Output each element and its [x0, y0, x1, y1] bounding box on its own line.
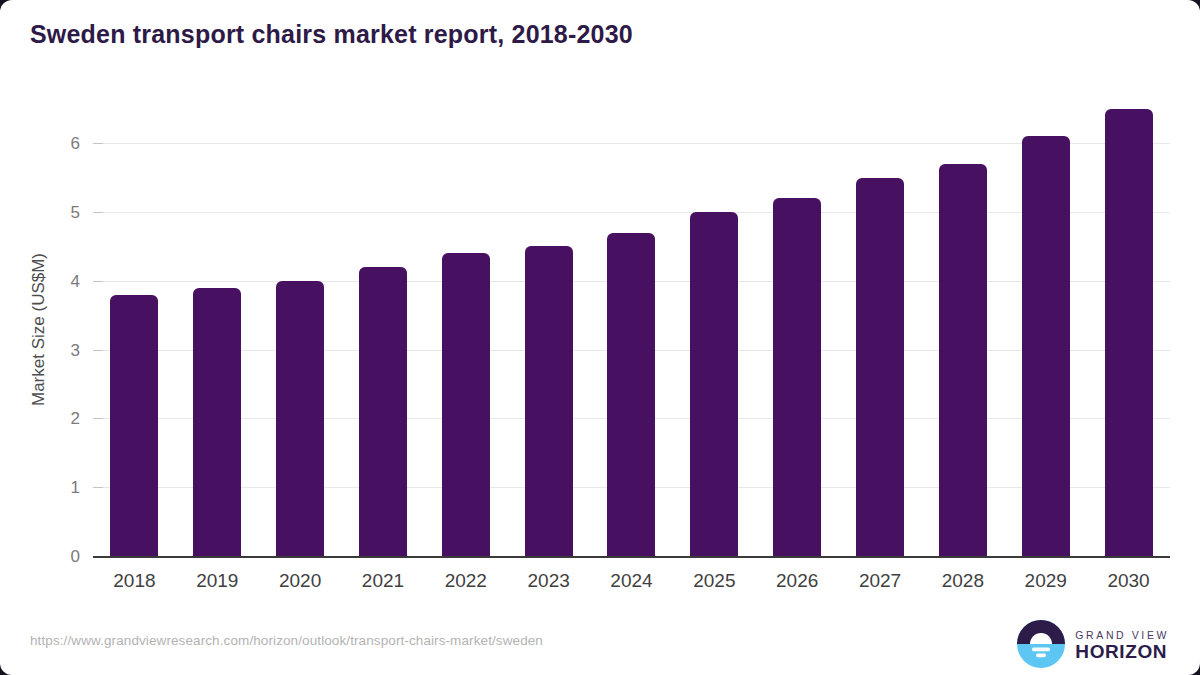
bar-2030[interactable]: [1105, 109, 1153, 556]
plot-area: 0123456: [93, 100, 1170, 558]
gridline-6: [93, 143, 1170, 144]
x-tick-label-2023: 2023: [507, 570, 590, 592]
bar-2023[interactable]: [525, 246, 573, 556]
bar-2018[interactable]: [110, 295, 158, 556]
y-tickmark-3: [93, 350, 103, 351]
y-tick-label-5: 5: [36, 204, 80, 221]
gridline-5: [93, 212, 1170, 213]
x-tick-label-2030: 2030: [1087, 570, 1170, 592]
x-tick-label-2019: 2019: [176, 570, 259, 592]
y-tick-label-4: 4: [36, 272, 80, 289]
grandview-horizon-logo: GRAND VIEW HORIZON: [1017, 620, 1169, 672]
bar-2024[interactable]: [607, 233, 655, 556]
x-tick-label-2021: 2021: [342, 570, 425, 592]
x-tick-label-2024: 2024: [590, 570, 673, 592]
y-tick-label-2: 2: [36, 410, 80, 427]
y-tickmark-6: [93, 143, 103, 144]
x-axis-labels: 2018201920202021202220232024202520262027…: [93, 570, 1170, 592]
y-tickmark-1: [93, 487, 103, 488]
x-tick-label-2025: 2025: [673, 570, 756, 592]
x-tick-label-2026: 2026: [756, 570, 839, 592]
logo-text-grand-view: GRAND VIEW: [1075, 629, 1169, 642]
logo-wordmark: GRAND VIEW HORIZON: [1075, 629, 1169, 663]
y-tick-label-1: 1: [36, 479, 80, 496]
y-tickmark-2: [93, 418, 103, 419]
bar-2020[interactable]: [276, 281, 324, 556]
bar-2028[interactable]: [939, 164, 987, 556]
bar-2021[interactable]: [359, 267, 407, 556]
bar-2025[interactable]: [690, 212, 738, 556]
y-tick-label-0: 0: [36, 548, 80, 565]
horizon-sun-icon: [1017, 620, 1065, 672]
report-card: Sweden transport chairs market report, 2…: [0, 0, 1200, 675]
y-tick-label-3: 3: [36, 341, 80, 358]
bar-2019[interactable]: [193, 288, 241, 556]
y-tickmark-4: [93, 281, 103, 282]
x-tick-label-2022: 2022: [424, 570, 507, 592]
x-tick-label-2018: 2018: [93, 570, 176, 592]
x-tick-label-2020: 2020: [259, 570, 342, 592]
bar-2027[interactable]: [856, 178, 904, 556]
bar-2029[interactable]: [1022, 136, 1070, 556]
chart-title: Sweden transport chairs market report, 2…: [30, 20, 633, 49]
x-tick-label-2027: 2027: [839, 570, 922, 592]
bar-2022[interactable]: [442, 253, 490, 556]
bar-2026[interactable]: [773, 198, 821, 556]
logo-text-horizon: HORIZON: [1075, 641, 1169, 663]
x-tick-label-2029: 2029: [1004, 570, 1087, 592]
y-tick-label-6: 6: [36, 135, 80, 152]
x-tick-label-2028: 2028: [921, 570, 1004, 592]
y-tickmark-5: [93, 212, 103, 213]
source-url: https://www.grandviewresearch.com/horizo…: [30, 633, 543, 648]
